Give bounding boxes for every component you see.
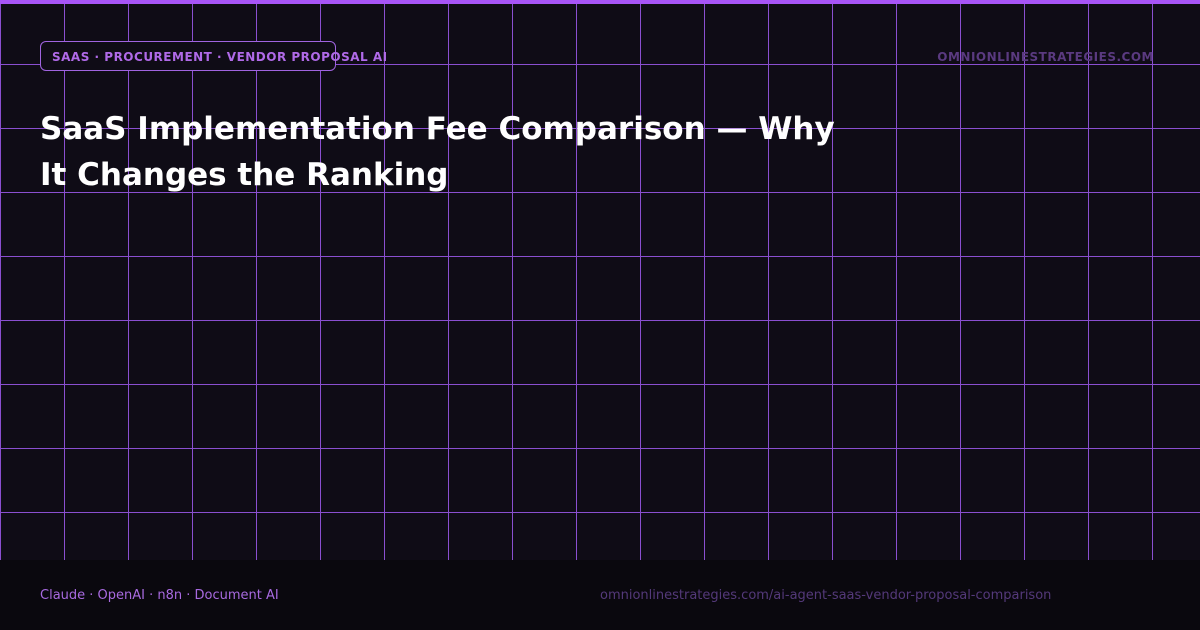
site-name: OMNIONLINESTRATEGIES.COM [937, 50, 1154, 64]
background-grid [0, 0, 1200, 560]
footer: Claude · OpenAI · n8n · Document AI omni… [0, 560, 1200, 630]
top-bar [0, 0, 1200, 4]
category-tag: SAAS · PROCUREMENT · VENDOR PROPOSAL AI [40, 41, 387, 71]
tools: Claude · OpenAI · n8n · Document AI [40, 588, 279, 603]
title: SaaS Implementation Fee Comparison — Why… [40, 111, 835, 193]
url: omnionlinestrategies.com/ai-agent-saas-v… [600, 588, 1052, 603]
